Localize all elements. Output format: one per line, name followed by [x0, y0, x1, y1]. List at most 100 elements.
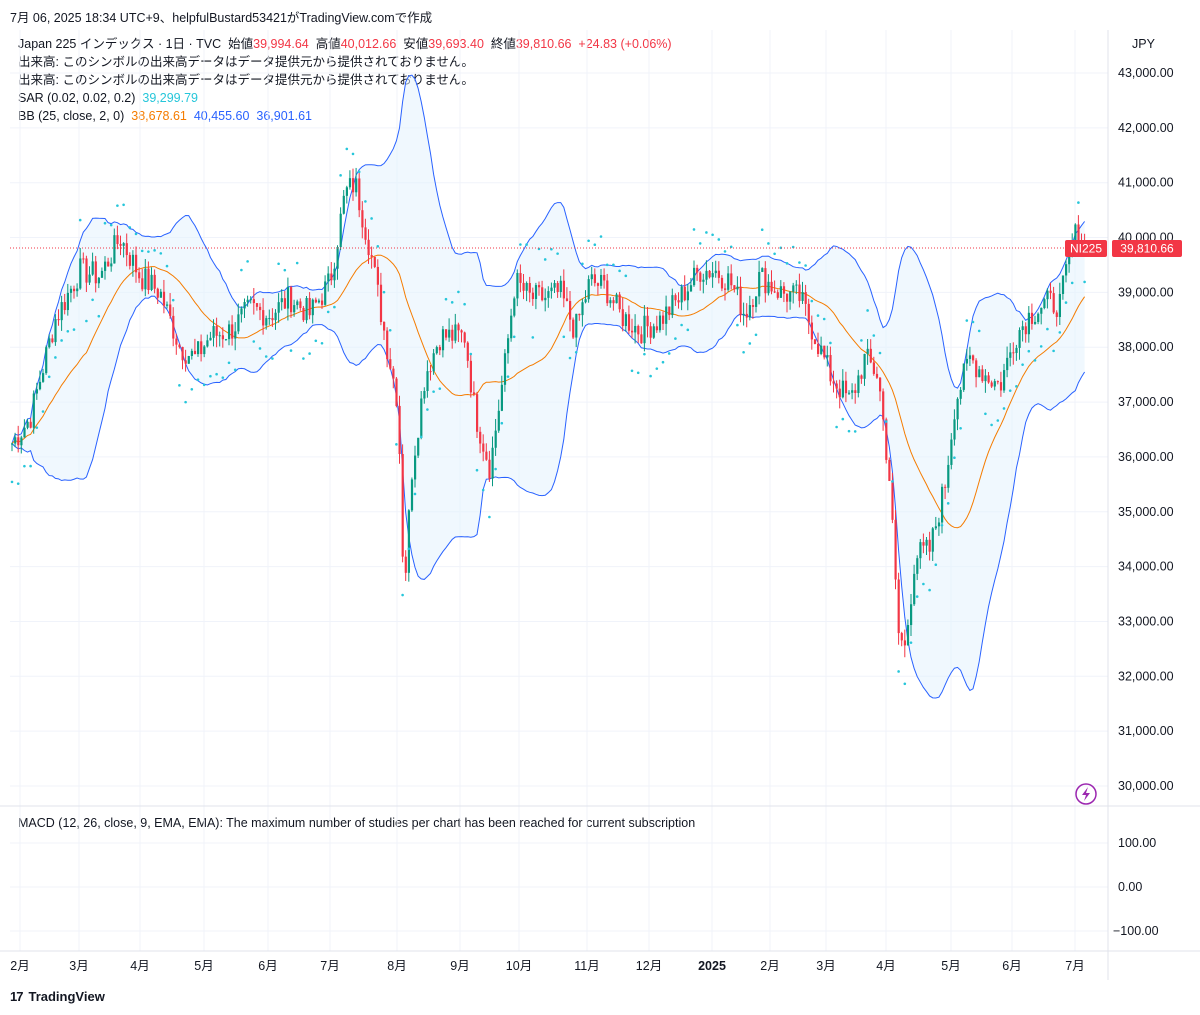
candle-body: [463, 332, 466, 343]
candle-body: [308, 297, 311, 316]
sar-dot: [16, 482, 20, 485]
candle-body: [689, 285, 693, 292]
candle-body: [190, 350, 193, 356]
lightning-icon[interactable]: [1075, 783, 1097, 805]
time-tick: 5月: [194, 959, 213, 973]
sar-dot: [302, 357, 305, 360]
candle-body: [854, 390, 857, 393]
sar-dot: [550, 247, 553, 251]
candle-body: [1024, 326, 1027, 335]
currency-label[interactable]: JPY: [1132, 37, 1156, 51]
candle-body: [404, 556, 407, 573]
candle-body: [485, 451, 488, 460]
sar-dot: [227, 361, 231, 365]
candle-body: [414, 455, 417, 480]
candle-body: [817, 343, 820, 354]
candle-body: [798, 284, 801, 301]
candle-body: [990, 382, 993, 387]
sar-dot: [618, 269, 621, 273]
candle-body: [596, 283, 600, 286]
sar-legend[interactable]: SAR (0.02, 0.02, 0.2) 39,299.79: [18, 91, 198, 105]
candle-body: [934, 526, 937, 529]
candle-body: [1003, 370, 1006, 391]
candle-body: [200, 341, 203, 355]
candle-body: [407, 510, 410, 573]
candle-body: [683, 286, 686, 301]
candle-body: [156, 288, 159, 298]
candle-body: [88, 274, 91, 283]
candle-body: [271, 318, 274, 321]
price-axis[interactable]: 43,000.0042,000.0041,000.0040,000.0039,0…: [1118, 66, 1174, 793]
candle-body: [172, 315, 175, 339]
candle-body: [1043, 299, 1046, 308]
sar-dot: [178, 384, 181, 387]
candle-body: [460, 330, 463, 333]
symbol-label[interactable]: Japan 225 インデックス · 1日 · TVC: [18, 37, 222, 51]
sar-dot: [134, 232, 138, 236]
candle-body: [913, 573, 916, 605]
candle-body: [770, 281, 773, 292]
sar-dot: [643, 352, 646, 356]
sar-dot: [760, 228, 764, 232]
sar-dot: [91, 298, 94, 302]
tradingview-footer[interactable]: 17 TradingView: [10, 989, 105, 1004]
sar-dot: [171, 298, 175, 302]
sar-dot: [531, 336, 535, 339]
sar-dot: [866, 309, 869, 312]
candle-body: [448, 329, 451, 338]
candle-body: [330, 273, 333, 281]
volume-note[interactable]: 出来高: このシンボルの出来高データはデータ提供元から提供されておりません。: [18, 73, 474, 87]
candle-body: [500, 384, 503, 411]
candle-body: [776, 292, 779, 298]
macd-legend[interactable]: MACD (12, 26, close, 9, EMA, EMA): The m…: [18, 816, 696, 830]
candle-body: [237, 314, 240, 332]
bb-legend[interactable]: BB (25, close, 2, 0) 38,678.61 40,455.60…: [18, 109, 312, 123]
candle-body: [32, 393, 35, 428]
macd-axis[interactable]: 100.00 0.00 −100.00: [1113, 836, 1159, 938]
sar-dot: [959, 426, 962, 430]
time-axis[interactable]: 2月 3月 4月 5月 6月 7月 8月 9月 10月 11月 12月 2025 2月 3月 4月 5月 6月 7…: [10, 959, 1084, 973]
candle-body: [141, 278, 144, 290]
candle-body: [569, 301, 572, 320]
candle-body: [572, 319, 575, 338]
sar-dot: [308, 352, 311, 355]
candle-body: [435, 347, 438, 354]
sar-dot: [512, 335, 516, 339]
sar-dot: [364, 200, 367, 203]
price-tick: 36,000.00: [1118, 450, 1174, 464]
candle-body: [962, 363, 965, 390]
open-value: 39,994.64: [253, 37, 309, 51]
candle-body: [534, 285, 538, 300]
candle-body: [950, 439, 953, 465]
candle-body: [544, 297, 547, 301]
sar-dot: [723, 250, 727, 253]
sar-dot: [1039, 345, 1043, 348]
volume-note[interactable]: 出来高: このシンボルの出来高データはデータ提供元から提供されておりません。: [18, 55, 474, 69]
candle-body: [782, 286, 786, 294]
chart-legend: Japan 225 インデックス · 1日 · TVC 始値39,994.64 …: [18, 35, 672, 125]
candle-body: [643, 315, 646, 344]
candle-body: [662, 315, 665, 324]
sar-dot: [574, 350, 578, 354]
candle-body: [311, 299, 314, 316]
candle-body: [522, 282, 525, 291]
macd-tick: 100.00: [1118, 836, 1156, 850]
candle-body: [162, 291, 166, 306]
sar-dot: [500, 421, 504, 425]
parabolic-sar: [10, 147, 1086, 686]
candle-body: [259, 306, 262, 311]
tradingview-brand: TradingView: [28, 989, 105, 1004]
macd-tick: 0.00: [1118, 880, 1142, 894]
candle-body: [922, 542, 925, 546]
candle-body: [742, 313, 745, 316]
candle-body: [1021, 326, 1024, 331]
candle-body: [869, 348, 872, 363]
candle-body: [243, 302, 246, 309]
candle-body: [860, 375, 863, 379]
candle-body: [826, 354, 829, 358]
candle-body: [1055, 312, 1058, 317]
candle-body: [23, 427, 26, 438]
sar-dot: [1008, 389, 1012, 392]
candle-body: [48, 338, 51, 348]
